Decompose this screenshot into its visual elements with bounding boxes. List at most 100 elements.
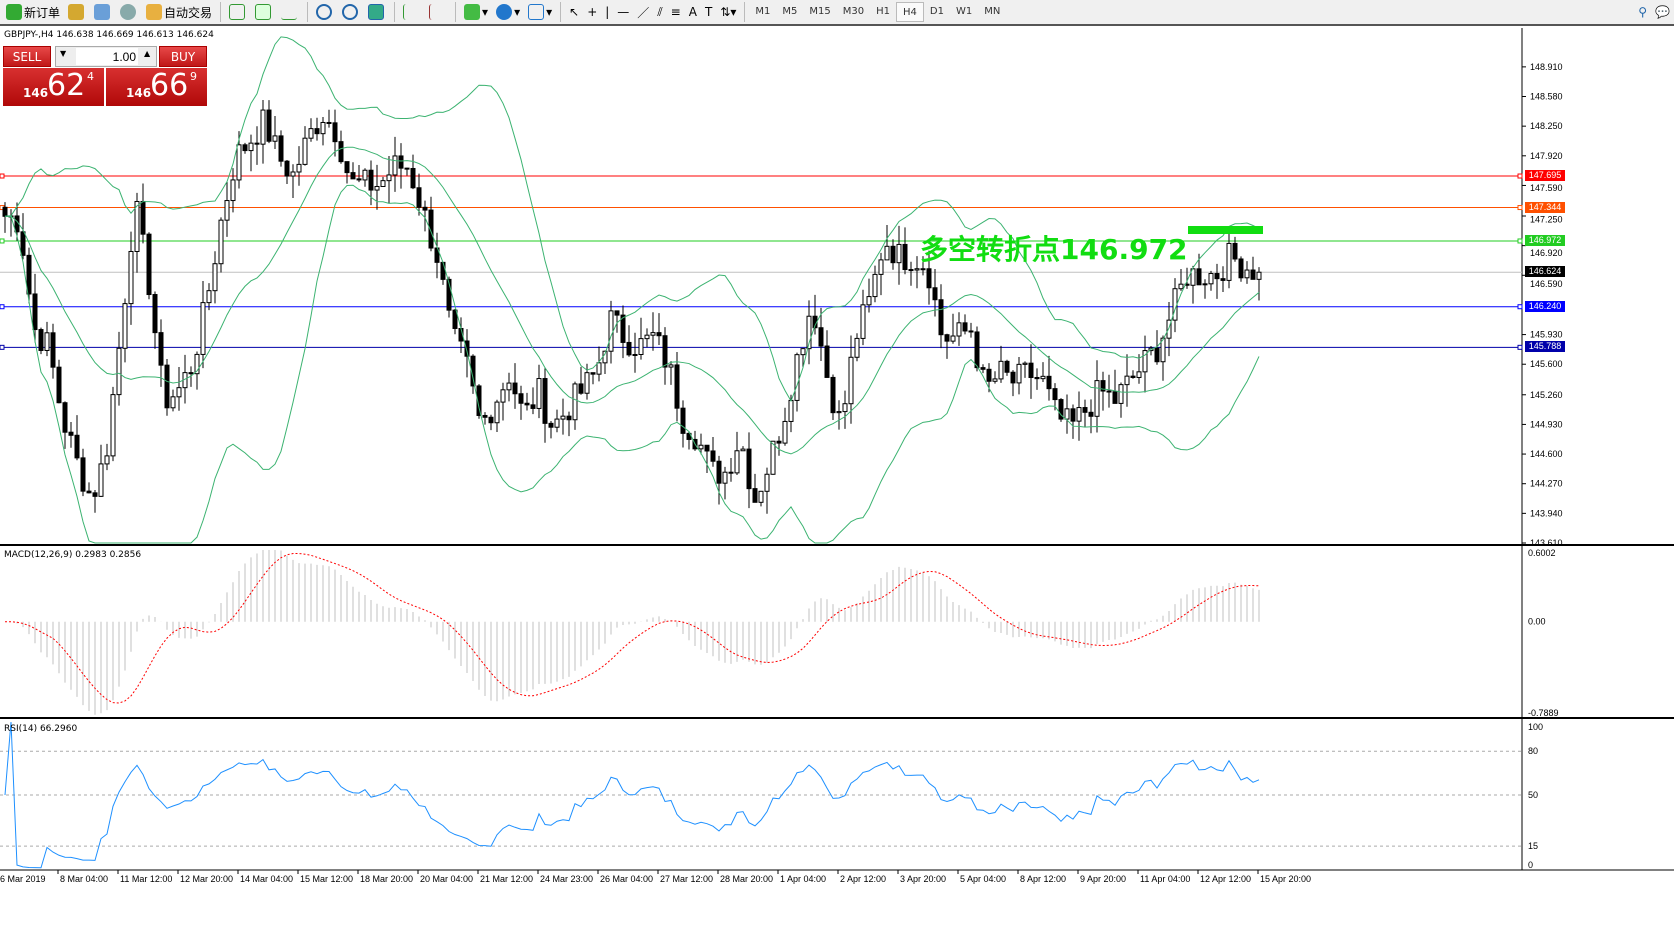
fibonacci-button[interactable]: ≡: [667, 1, 685, 23]
line-chart-button[interactable]: [277, 1, 303, 23]
timeframe-m30[interactable]: M30: [842, 6, 865, 17]
candle: [50, 332, 56, 368]
arrows-button[interactable]: ⇅▾: [716, 1, 740, 23]
buy-price[interactable]: 146 66 9: [106, 68, 207, 106]
candle: [932, 287, 938, 301]
time-tick-label: 8 Mar 04:00: [60, 874, 108, 884]
signals-button[interactable]: [116, 1, 142, 23]
candle: [188, 372, 194, 375]
candle: [308, 128, 314, 139]
candle: [878, 259, 884, 275]
rsi-label: RSI(14) 66.2960: [4, 724, 78, 734]
candle: [464, 340, 470, 357]
candle: [824, 345, 830, 378]
horizontal-line-button[interactable]: —: [613, 1, 633, 23]
timeframe-h4[interactable]: H4: [895, 2, 924, 22]
signal-icon: [120, 4, 137, 20]
periods-button[interactable]: ▾: [492, 1, 524, 23]
candle: [674, 364, 680, 409]
candle-chart-button[interactable]: [251, 1, 277, 23]
lot-increase-button[interactable]: ▲: [144, 49, 151, 58]
tile-windows-button[interactable]: [364, 1, 390, 23]
search-button[interactable]: ⚲: [1634, 1, 1651, 23]
cursor-button[interactable]: ↖: [565, 1, 583, 23]
chart-area[interactable]: 148.910 148.580 148.250 147.920 147.590 147.2…: [0, 28, 1674, 888]
candle: [1106, 390, 1112, 393]
candle: [698, 444, 704, 450]
macd-tick-label: -0.7889: [1528, 708, 1559, 718]
sell-button[interactable]: SELL: [3, 46, 51, 67]
timeframe-d1[interactable]: D1: [929, 6, 944, 17]
horizontal-line-icon: —: [617, 5, 630, 19]
crosshair-button[interactable]: +: [583, 1, 601, 23]
lot-decrease-button[interactable]: ▼: [60, 49, 67, 58]
timeframe-m15[interactable]: M15: [809, 6, 831, 17]
timeframe-w1[interactable]: W1: [955, 6, 973, 17]
timeframe-m5[interactable]: M5: [782, 6, 798, 17]
terminal-button[interactable]: [90, 1, 116, 23]
chart-shift-button[interactable]: [425, 1, 451, 23]
candle: [1112, 391, 1118, 404]
templates-button[interactable]: ▾: [524, 1, 556, 23]
text-label-icon: T: [704, 5, 713, 19]
candle: [554, 418, 560, 428]
candle: [260, 109, 266, 145]
candle: [1232, 242, 1238, 260]
candle: [134, 200, 140, 252]
text-button[interactable]: A: [685, 1, 701, 23]
indicators-button[interactable]: ▾: [460, 1, 492, 23]
candle: [764, 473, 770, 492]
candle: [1142, 350, 1148, 373]
timeframe-h1[interactable]: H1: [876, 6, 890, 17]
time-tick-label: 12 Mar 20:00: [180, 874, 233, 884]
candle: [980, 367, 986, 370]
autoscroll-button[interactable]: [399, 1, 425, 23]
sell-price[interactable]: 146 62 4: [3, 68, 104, 106]
chat-button[interactable]: 💬: [1651, 1, 1674, 23]
bar-chart-button[interactable]: [225, 1, 251, 23]
price-label: 146.624: [1525, 266, 1565, 278]
vertical-line-button[interactable]: |: [601, 1, 613, 23]
zoom-in-button[interactable]: [312, 1, 338, 23]
candle: [608, 310, 614, 352]
candle: [278, 135, 284, 162]
price-tick-label: 145.260: [1530, 390, 1563, 400]
candles: [2, 99, 1262, 514]
candle: [842, 403, 848, 413]
text-label-button[interactable]: T: [701, 1, 716, 23]
search-icon: ⚲: [1638, 5, 1648, 19]
timeframe-mn[interactable]: MN: [984, 6, 1001, 17]
price-tick-label: 148.580: [1530, 92, 1563, 102]
time-tick-label: 26 Mar 04:00: [600, 874, 653, 884]
candle: [452, 309, 458, 329]
candle: [290, 171, 296, 177]
candle: [794, 354, 800, 401]
channel-button[interactable]: ⫽: [653, 1, 666, 23]
candle: [380, 180, 386, 187]
candle: [710, 450, 716, 462]
candle: [866, 296, 872, 306]
history-button[interactable]: [64, 1, 90, 23]
candle: [506, 382, 512, 391]
crosshair-icon: +: [587, 5, 598, 19]
zoom-out-button[interactable]: [338, 1, 364, 23]
timeframe-m1[interactable]: M1: [755, 6, 771, 17]
trendline-button[interactable]: ／: [633, 1, 653, 23]
time-tick-label: 11 Mar 12:00: [120, 874, 172, 884]
candle: [1208, 273, 1214, 285]
price-label: 146.240: [1525, 300, 1565, 312]
auto-trading-button[interactable]: 自动交易: [142, 1, 216, 23]
candle: [614, 310, 620, 316]
candle: [578, 383, 584, 394]
time-tick-label: 6 Mar 2019: [0, 874, 46, 884]
candle: [536, 378, 542, 409]
new-order-button[interactable]: 新订单: [2, 1, 64, 23]
separator: [220, 2, 222, 22]
buy-button[interactable]: BUY: [159, 46, 207, 67]
candle: [788, 399, 794, 422]
candle: [26, 254, 32, 295]
candle: [854, 337, 860, 358]
toolbar: 新订单 自动交易 ▾ ▾ ▾ ↖ + | — ／ ⫽ ≡ A T ⇅▾ M1 M5…: [0, 0, 1674, 26]
lot-input[interactable]: [76, 48, 138, 65]
time-tick-label: 24 Mar 23:00: [540, 874, 593, 884]
